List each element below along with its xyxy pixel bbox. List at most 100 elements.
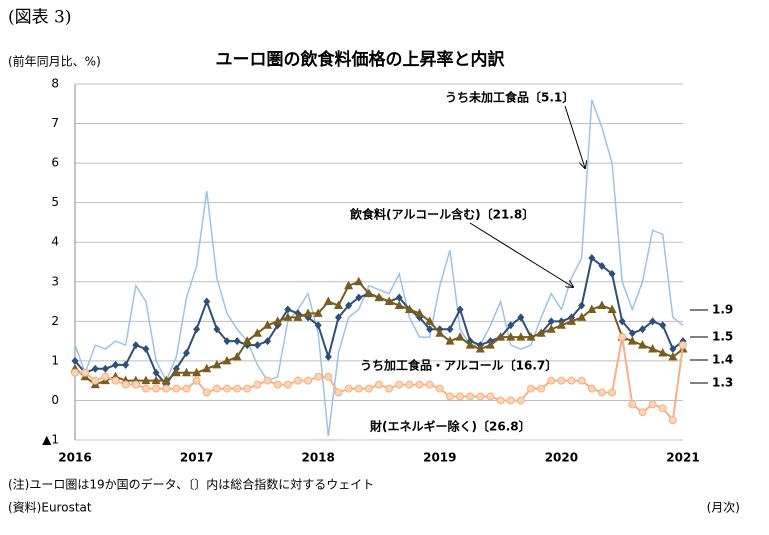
marker xyxy=(242,336,252,345)
marker xyxy=(182,348,190,357)
series-label: 飲食料(アルコール含む)〔21.8〕 xyxy=(349,207,534,222)
y-tick-label: 4 xyxy=(51,235,59,249)
marker xyxy=(597,300,607,310)
marker xyxy=(91,364,99,373)
y-axis-label: (前年同月比、%) xyxy=(8,54,101,69)
marker xyxy=(212,359,222,369)
marker xyxy=(374,292,384,302)
marker xyxy=(628,329,636,338)
marker xyxy=(212,384,221,393)
marker xyxy=(496,332,506,341)
marker xyxy=(253,341,261,350)
chart-title: ユーロ圏の飲食料価格の上昇率と内訳 xyxy=(216,49,506,70)
marker xyxy=(384,296,394,306)
marker xyxy=(111,376,120,385)
series-label: うち未加工食品〔5.1〕 xyxy=(445,90,574,105)
figure-label: (図表 3) xyxy=(8,8,71,28)
marker xyxy=(293,376,302,385)
marker xyxy=(222,355,232,365)
marker xyxy=(679,341,687,350)
marker xyxy=(526,332,536,341)
marker xyxy=(669,345,677,354)
marker xyxy=(264,337,272,346)
marker xyxy=(345,301,353,310)
marker xyxy=(91,376,100,385)
marker xyxy=(193,325,201,334)
marker xyxy=(284,305,292,314)
marker xyxy=(587,304,597,313)
x-tick-label: 2018 xyxy=(301,451,334,465)
marker xyxy=(578,301,586,310)
y-tick-label: 7 xyxy=(51,116,59,130)
marker xyxy=(344,384,353,393)
marker xyxy=(314,321,322,330)
marker xyxy=(172,384,181,393)
marker xyxy=(435,328,445,337)
marker xyxy=(324,372,333,381)
marker xyxy=(162,384,171,393)
end-label: 1.5 xyxy=(712,330,733,344)
x-tick-label: 2020 xyxy=(545,451,578,465)
marker xyxy=(587,384,596,393)
marker xyxy=(354,384,363,393)
marker xyxy=(152,384,161,393)
marker xyxy=(394,300,404,310)
y-tick-label: 0 xyxy=(51,393,59,407)
marker xyxy=(101,372,110,381)
marker xyxy=(527,384,535,393)
marker xyxy=(202,388,211,397)
marker xyxy=(303,308,313,317)
marker xyxy=(425,316,435,325)
marker xyxy=(496,396,505,405)
y-tick-label: 8 xyxy=(51,77,59,91)
marker xyxy=(598,261,606,270)
end-label: 1.4 xyxy=(712,353,733,367)
marker xyxy=(333,300,343,310)
marker xyxy=(627,336,637,345)
marker xyxy=(608,269,616,278)
arrow xyxy=(564,105,585,168)
marker xyxy=(476,392,485,401)
x-tick-label: 2017 xyxy=(180,451,213,465)
marker xyxy=(314,372,323,381)
marker xyxy=(618,333,627,342)
marker xyxy=(628,400,637,409)
marker xyxy=(516,332,526,341)
y-tick-label: 2 xyxy=(51,314,59,328)
marker xyxy=(81,368,90,377)
marker xyxy=(141,375,151,385)
y-tick-label: 1 xyxy=(51,353,59,367)
marker xyxy=(517,313,525,322)
marker xyxy=(273,380,282,389)
marker xyxy=(324,352,332,361)
x-tick-label: 2021 xyxy=(666,451,699,465)
marker xyxy=(456,305,464,314)
arrow xyxy=(469,222,573,287)
marker xyxy=(536,328,546,337)
marker xyxy=(507,321,515,330)
marker xyxy=(171,367,181,377)
marker xyxy=(181,367,191,377)
marker xyxy=(577,376,586,385)
marker xyxy=(486,392,495,401)
marker xyxy=(658,347,668,357)
marker xyxy=(546,324,556,333)
marker xyxy=(233,337,241,346)
marker xyxy=(466,392,475,401)
marker xyxy=(131,380,140,389)
marker xyxy=(132,341,140,350)
marker xyxy=(71,356,79,365)
marker xyxy=(192,367,202,377)
marker xyxy=(121,380,130,389)
marker xyxy=(273,316,283,325)
marker xyxy=(395,293,403,302)
marker xyxy=(354,276,364,286)
marker xyxy=(203,297,211,306)
marker xyxy=(252,328,262,337)
marker xyxy=(537,384,546,393)
marker xyxy=(182,384,191,393)
marker xyxy=(415,380,424,389)
x-tick-label: 2016 xyxy=(58,451,91,465)
marker xyxy=(465,340,475,349)
marker xyxy=(151,375,161,385)
